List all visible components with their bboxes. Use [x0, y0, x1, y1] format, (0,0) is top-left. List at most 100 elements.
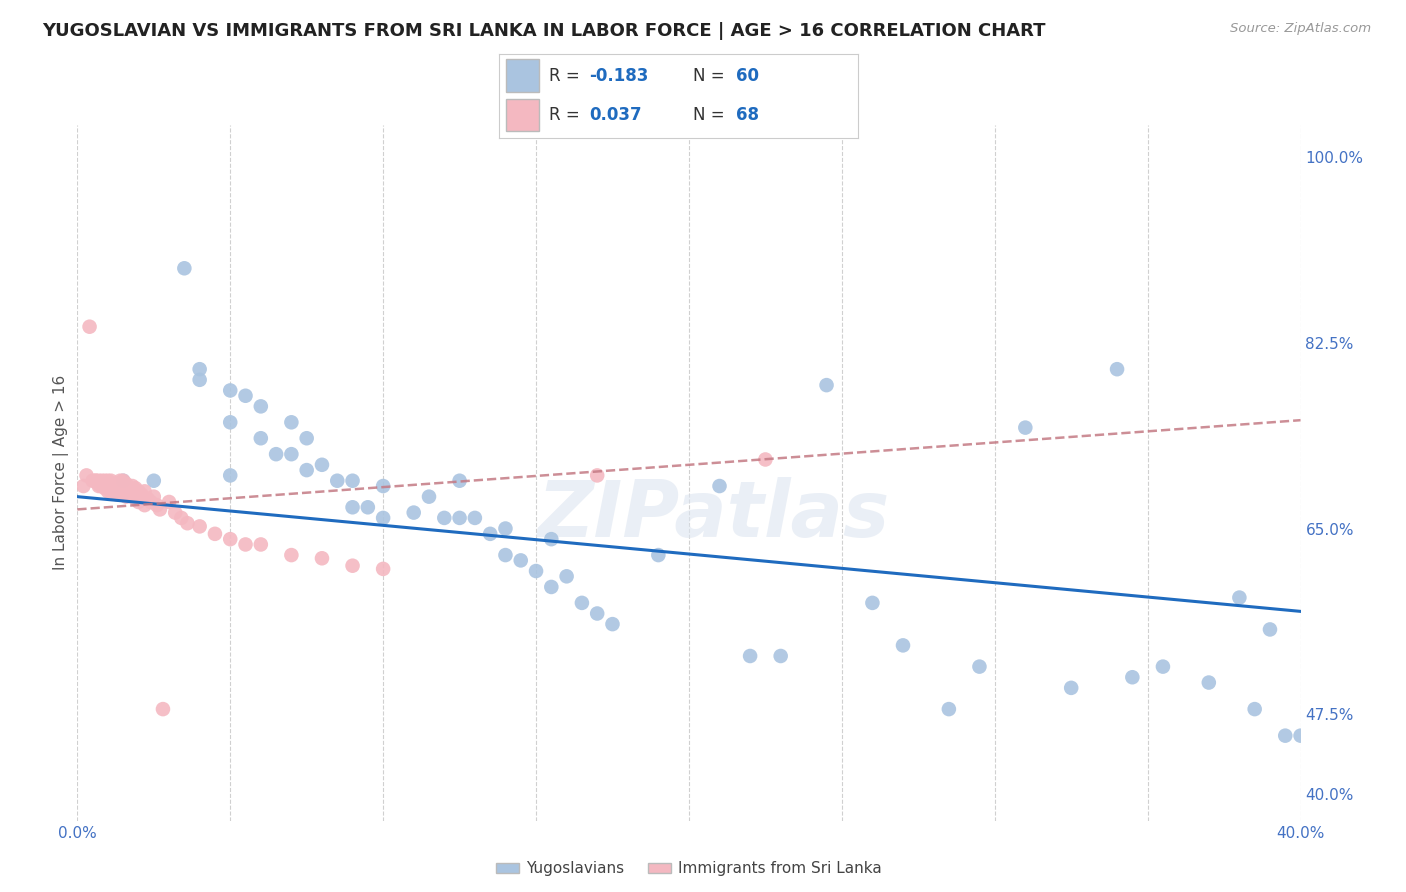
Point: [1152, 659, 1174, 673]
Point: [90, 474, 112, 488]
Point: [170, 511, 193, 525]
Point: [146, 498, 169, 512]
Bar: [506, 99, 538, 131]
Point: [371, 562, 394, 576]
Point: [108, 479, 131, 493]
Bar: [506, 60, 538, 92]
Point: [342, 558, 364, 573]
Point: [371, 479, 394, 493]
Point: [449, 511, 471, 525]
Point: [311, 458, 333, 472]
Point: [342, 474, 364, 488]
Point: [112, 477, 135, 491]
Point: [84, 474, 107, 488]
Point: [103, 477, 125, 491]
Point: [87, 474, 110, 488]
Point: [87, 477, 110, 491]
Point: [449, 474, 471, 488]
Point: [479, 526, 502, 541]
Legend: Yugoslavians, Immigrants from Sri Lanka: Yugoslavians, Immigrants from Sri Lanka: [489, 855, 889, 882]
Point: [219, 384, 242, 398]
Point: [709, 479, 731, 493]
Point: [97, 477, 120, 491]
Point: [1014, 420, 1036, 434]
Point: [586, 468, 609, 483]
Point: [97, 484, 120, 499]
Point: [495, 548, 517, 562]
Point: [250, 537, 273, 551]
Point: [105, 477, 128, 491]
Point: [586, 607, 609, 621]
Point: [112, 474, 135, 488]
Point: [103, 484, 125, 499]
Point: [112, 487, 135, 501]
Point: [571, 596, 593, 610]
Text: R =: R =: [550, 67, 585, 85]
Point: [134, 498, 156, 512]
Text: 68: 68: [735, 106, 759, 124]
Point: [97, 474, 120, 488]
Point: [1243, 702, 1265, 716]
Point: [112, 481, 135, 495]
Point: [118, 487, 141, 501]
Text: YUGOSLAVIAN VS IMMIGRANTS FROM SRI LANKA IN LABOR FORCE | AGE > 16 CORRELATION C: YUGOSLAVIAN VS IMMIGRANTS FROM SRI LANKA…: [42, 22, 1046, 40]
Point: [124, 481, 146, 495]
Point: [754, 452, 776, 467]
Point: [94, 481, 117, 495]
Point: [100, 474, 122, 488]
Point: [295, 431, 318, 445]
Point: [108, 484, 131, 499]
Point: [1274, 729, 1296, 743]
Point: [311, 551, 333, 566]
Point: [280, 415, 302, 429]
Point: [357, 500, 380, 515]
Point: [72, 479, 94, 493]
Point: [1289, 729, 1312, 743]
Point: [115, 490, 138, 504]
Point: [371, 511, 394, 525]
Point: [1229, 591, 1251, 605]
Point: [969, 659, 991, 673]
Point: [165, 506, 187, 520]
Point: [1198, 675, 1220, 690]
Point: [128, 495, 150, 509]
Point: [938, 702, 960, 716]
Point: [769, 648, 792, 663]
Point: [250, 431, 273, 445]
Point: [188, 362, 211, 376]
Point: [100, 477, 122, 491]
Point: [136, 491, 159, 506]
Point: [121, 490, 143, 504]
Point: [402, 506, 425, 520]
Point: [219, 468, 242, 483]
Point: [84, 474, 107, 488]
Text: N =: N =: [693, 67, 730, 85]
Point: [235, 537, 257, 551]
Point: [540, 532, 562, 546]
Point: [103, 479, 125, 493]
Text: 60: 60: [735, 67, 759, 85]
Point: [540, 580, 562, 594]
Point: [112, 474, 135, 488]
Point: [131, 487, 153, 501]
Point: [464, 511, 486, 525]
Point: [115, 477, 138, 491]
Point: [82, 474, 104, 488]
Point: [326, 474, 349, 488]
Point: [76, 468, 98, 483]
Point: [295, 463, 318, 477]
Point: [152, 702, 174, 716]
Y-axis label: In Labor Force | Age > 16: In Labor Force | Age > 16: [53, 376, 69, 570]
Point: [188, 519, 211, 533]
Point: [124, 491, 146, 506]
Text: Source: ZipAtlas.com: Source: ZipAtlas.com: [1230, 22, 1371, 36]
Point: [79, 319, 101, 334]
Point: [134, 484, 156, 499]
Point: [142, 474, 165, 488]
Point: [118, 481, 141, 495]
Point: [100, 484, 122, 499]
Point: [264, 447, 287, 461]
Point: [105, 481, 128, 495]
Point: [1121, 670, 1143, 684]
Point: [602, 617, 624, 632]
